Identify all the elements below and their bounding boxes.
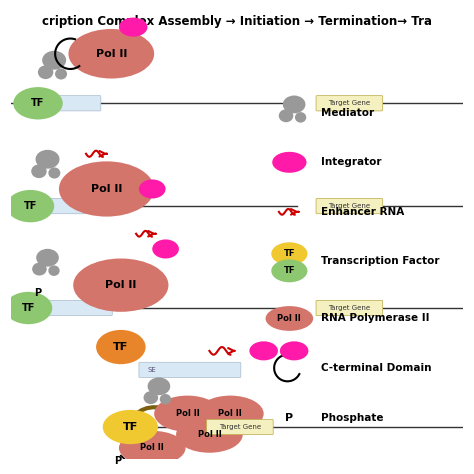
Ellipse shape xyxy=(152,239,179,258)
Text: TF: TF xyxy=(113,342,128,352)
Text: Pol II: Pol II xyxy=(91,184,122,194)
Text: Pol II: Pol II xyxy=(277,314,301,323)
Text: P: P xyxy=(285,412,293,422)
Ellipse shape xyxy=(249,341,278,360)
Ellipse shape xyxy=(55,68,67,80)
Ellipse shape xyxy=(73,258,168,312)
Ellipse shape xyxy=(154,396,221,432)
Text: Pol II: Pol II xyxy=(219,409,242,418)
Text: Phosphate: Phosphate xyxy=(321,412,383,422)
Ellipse shape xyxy=(272,152,307,173)
Ellipse shape xyxy=(119,18,147,36)
FancyBboxPatch shape xyxy=(139,362,241,377)
Text: SE: SE xyxy=(147,367,156,373)
Text: TF: TF xyxy=(283,266,295,275)
Text: P: P xyxy=(35,288,42,298)
Ellipse shape xyxy=(68,29,154,79)
FancyBboxPatch shape xyxy=(316,301,383,316)
Ellipse shape xyxy=(271,242,308,265)
Text: TF: TF xyxy=(283,249,295,258)
Text: Pol II: Pol II xyxy=(198,430,221,439)
Ellipse shape xyxy=(271,259,308,283)
Ellipse shape xyxy=(279,109,293,122)
Text: Pol II: Pol II xyxy=(140,444,164,453)
Ellipse shape xyxy=(7,190,54,222)
Text: Mediator: Mediator xyxy=(321,108,374,118)
Text: Target Gene: Target Gene xyxy=(328,203,370,209)
Ellipse shape xyxy=(147,377,170,395)
Ellipse shape xyxy=(5,292,52,324)
Text: TF: TF xyxy=(31,98,45,108)
Ellipse shape xyxy=(119,431,186,465)
Text: Target Gene: Target Gene xyxy=(328,100,370,106)
Ellipse shape xyxy=(197,396,264,432)
FancyBboxPatch shape xyxy=(316,199,383,214)
Text: Enhancer RNA: Enhancer RNA xyxy=(321,207,404,217)
Ellipse shape xyxy=(96,330,146,364)
Text: SE: SE xyxy=(36,100,45,106)
Text: Pol II: Pol II xyxy=(96,49,127,59)
Ellipse shape xyxy=(144,391,158,404)
Ellipse shape xyxy=(176,417,243,453)
FancyBboxPatch shape xyxy=(34,301,112,316)
Ellipse shape xyxy=(31,164,46,178)
Ellipse shape xyxy=(48,265,60,276)
Ellipse shape xyxy=(295,112,306,123)
Ellipse shape xyxy=(32,263,47,275)
Text: Transcription Factor: Transcription Factor xyxy=(321,256,439,266)
Ellipse shape xyxy=(160,394,171,404)
Ellipse shape xyxy=(103,410,158,444)
Text: Integrator: Integrator xyxy=(321,157,381,167)
Text: cription Complex Assembly → Initiation → Termination→ Tra: cription Complex Assembly → Initiation →… xyxy=(42,15,432,28)
FancyBboxPatch shape xyxy=(20,199,98,214)
Ellipse shape xyxy=(36,249,59,267)
Ellipse shape xyxy=(265,306,313,331)
Text: Target Gene: Target Gene xyxy=(219,424,261,430)
Ellipse shape xyxy=(38,65,53,79)
Ellipse shape xyxy=(283,96,305,113)
Ellipse shape xyxy=(42,51,66,70)
FancyBboxPatch shape xyxy=(27,96,101,111)
Ellipse shape xyxy=(280,341,309,360)
FancyBboxPatch shape xyxy=(316,96,383,111)
Ellipse shape xyxy=(59,161,154,217)
Text: TF: TF xyxy=(22,303,35,313)
Text: TF: TF xyxy=(123,422,138,432)
Text: P: P xyxy=(114,456,121,466)
Ellipse shape xyxy=(36,150,60,169)
Text: TF: TF xyxy=(24,201,37,211)
Text: SE: SE xyxy=(43,305,52,311)
Text: SE: SE xyxy=(28,203,37,209)
Text: Pol II: Pol II xyxy=(105,280,137,290)
Text: C-terminal Domain: C-terminal Domain xyxy=(321,363,431,373)
Text: RNA Polymerase II: RNA Polymerase II xyxy=(321,313,429,323)
Text: Target Gene: Target Gene xyxy=(328,305,370,311)
Ellipse shape xyxy=(13,87,63,119)
Ellipse shape xyxy=(139,180,165,199)
Ellipse shape xyxy=(48,167,60,179)
FancyBboxPatch shape xyxy=(207,419,273,435)
Text: Pol II: Pol II xyxy=(175,409,200,418)
